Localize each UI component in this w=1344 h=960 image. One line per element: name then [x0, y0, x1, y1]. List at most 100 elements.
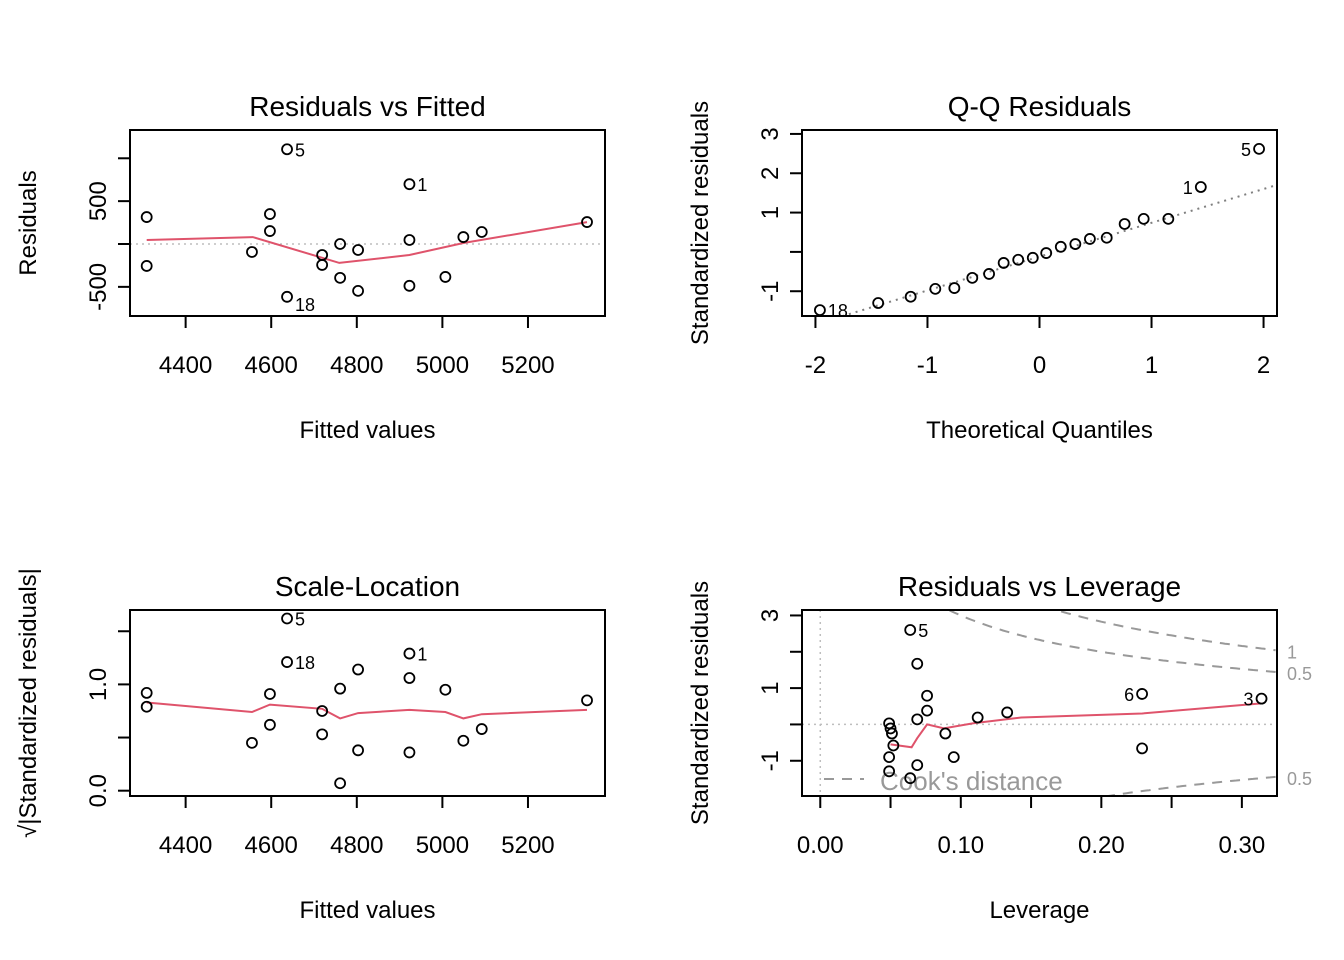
cooks-distance-contour	[1101, 775, 1276, 796]
data-point	[921, 704, 933, 717]
data-point	[334, 238, 347, 250]
point-label: 5	[295, 610, 305, 630]
point-label: 5	[1241, 140, 1251, 160]
data-point	[1001, 706, 1014, 719]
point-label: 1	[1183, 178, 1193, 198]
y-axis-label: Standardized residuals	[687, 101, 714, 345]
data-point	[884, 722, 897, 735]
data-point	[316, 728, 329, 741]
data-point	[883, 765, 896, 778]
data-point	[1040, 247, 1053, 259]
data-point	[352, 244, 364, 256]
data-point	[1026, 251, 1039, 264]
data-point	[403, 234, 416, 246]
data-point	[1100, 231, 1113, 244]
smoother-line	[146, 221, 588, 264]
data-point	[1012, 253, 1025, 266]
data-point	[403, 746, 416, 759]
y-tick-label: 1	[757, 681, 784, 694]
data-point	[904, 624, 917, 636]
point-label: 3	[1244, 690, 1254, 710]
data-point	[281, 656, 293, 668]
x-tick-label: 4400	[159, 832, 212, 859]
point-label: 18	[295, 653, 315, 673]
cooks-level-label: 0.5	[1287, 769, 1312, 789]
x-tick-label: 1	[1145, 352, 1158, 379]
data-point	[1136, 742, 1148, 755]
y-tick-label: 3	[757, 127, 784, 140]
data-point	[352, 744, 364, 757]
data-point	[140, 260, 153, 272]
x-tick-label: 4600	[245, 352, 298, 379]
data-point	[939, 727, 952, 740]
y-tick-label: 3	[757, 609, 784, 622]
data-point	[887, 739, 900, 752]
data-point	[948, 282, 961, 294]
data-point	[983, 268, 995, 280]
x-tick-label: 5000	[416, 352, 469, 379]
data-point	[872, 297, 885, 309]
data-point	[1084, 233, 1096, 245]
y-tick-label: -1	[757, 750, 784, 771]
data-point	[911, 657, 924, 670]
plot-area	[130, 221, 605, 264]
data-point	[352, 663, 364, 676]
point-label: 1	[417, 645, 427, 665]
data-point	[246, 246, 258, 258]
x-tick-label: -1	[917, 352, 938, 379]
data-point	[971, 711, 984, 724]
smoother-line	[890, 702, 1262, 749]
y-tick-label: 0.0	[85, 774, 112, 807]
y-tick-label: -1	[757, 281, 784, 302]
data-point	[1054, 240, 1067, 253]
data-point	[904, 290, 917, 303]
cooks-distance-contour	[834, 799, 1275, 960]
y-axis-label: Residuals	[15, 170, 42, 275]
data-point	[904, 772, 917, 785]
x-tick-label: 0	[1033, 352, 1046, 379]
data-point	[581, 694, 593, 707]
data-point	[1069, 238, 1082, 250]
y-tick-label: 500	[85, 181, 112, 221]
data-point	[457, 231, 470, 243]
point-label: 6	[1124, 685, 1134, 705]
smoother-line	[146, 701, 588, 720]
data-point	[921, 689, 933, 702]
data-point	[1137, 212, 1150, 225]
data-point	[997, 257, 1010, 269]
x-tick-label: 2	[1257, 352, 1270, 379]
data-point	[403, 178, 416, 191]
data-point	[966, 271, 979, 284]
data-point	[334, 271, 347, 284]
x-tick-label: 0.00	[797, 832, 844, 859]
panel-scale-location: Scale-Location Fitted values √|Standardize…	[15, 568, 606, 924]
data-point	[814, 304, 826, 317]
x-tick-label: 0.10	[937, 832, 984, 859]
data-point	[140, 211, 153, 223]
data-point	[281, 612, 293, 625]
chart-title: Scale-Location	[275, 571, 460, 602]
data-point	[264, 718, 276, 731]
qq-reference-line	[839, 183, 1277, 316]
plot-area	[146, 701, 588, 720]
chart-title: Residuals vs Leverage	[898, 571, 1181, 602]
x-tick-label: 5200	[501, 352, 554, 379]
data-point	[140, 687, 153, 699]
panel-resid-leverage: Residuals vs Leverage Leverage Standardize…	[687, 571, 1312, 960]
cooks-level-label: 1	[1287, 642, 1297, 662]
data-point	[403, 672, 416, 684]
cooks-legend-label: Cook's distance	[880, 766, 1063, 796]
data-point	[911, 759, 924, 772]
data-point	[439, 271, 452, 283]
data-point	[457, 734, 470, 747]
data-point	[439, 683, 452, 696]
data-point	[1118, 218, 1131, 230]
data-point	[883, 751, 896, 764]
data-point	[1162, 212, 1175, 225]
data-point	[911, 713, 924, 726]
data-point	[947, 751, 960, 764]
point-label: 1	[417, 175, 427, 195]
data-point	[929, 282, 942, 295]
data-point	[334, 682, 347, 695]
